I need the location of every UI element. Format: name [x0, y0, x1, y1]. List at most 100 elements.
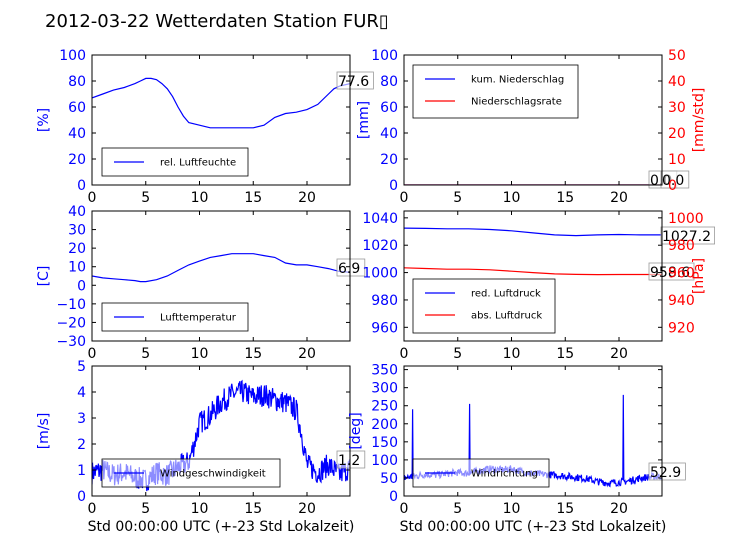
- plot-frame: [91, 210, 351, 342]
- subplot-4: red. Luftdruck abs. Luftdruck 1027.2 958.6 0…: [362, 210, 715, 362]
- x-tick-label: 15: [556, 501, 574, 517]
- y-tick-label: 960: [371, 320, 398, 336]
- y-tick-label: 1: [77, 463, 86, 479]
- value-box: [336, 71, 374, 90]
- y-tick-label: 10: [68, 260, 86, 276]
- plot-frame: [91, 54, 351, 186]
- y-axis-label: [mm]: [356, 101, 372, 139]
- legend-box: [412, 278, 556, 334]
- plot-area: [92, 77, 350, 129]
- x-tick-label: 0: [400, 346, 409, 362]
- value-label: 1.2: [338, 453, 360, 469]
- y2-tick-label: 50: [668, 48, 686, 64]
- y-tick-label: 0: [389, 489, 398, 505]
- y-tick-label: 3: [77, 411, 86, 427]
- y-tick-label: 80: [380, 74, 398, 90]
- x-tick-label: 10: [191, 501, 209, 517]
- value-box: [648, 262, 695, 281]
- legend-label: kum. Niederschlag: [471, 75, 564, 86]
- y2-tick-label: 20: [668, 126, 686, 142]
- x-tick-label: 0: [88, 190, 97, 206]
- value-box: [336, 450, 366, 469]
- y-tick-label: 20: [68, 152, 86, 168]
- value-box: [660, 226, 715, 245]
- series-line-1: [404, 227, 662, 237]
- subplot-2: kum. NiederschlagNiederschlagsrate0.00.0…: [356, 48, 707, 206]
- value-label: 52.9: [650, 465, 681, 481]
- y-tick-label: 60: [68, 100, 86, 116]
- series-line-1: [92, 253, 350, 283]
- legend: Windrichtung: [412, 458, 550, 488]
- legend: Lufttemperatur: [101, 302, 249, 332]
- y-tick-label: 300: [371, 381, 398, 397]
- legend: kum. Niederschlag Niederschlagsrate: [412, 64, 579, 119]
- subplot-6: Windrichtung 52.90 5 10 15 200501001502002503…: [348, 363, 686, 535]
- x-tick-label: 10: [503, 346, 521, 362]
- y-tick-label: 50: [380, 471, 398, 487]
- value-label: 6.9: [338, 261, 360, 277]
- x-tick-label: 15: [556, 190, 574, 206]
- y-tick-label: 20: [68, 241, 86, 257]
- y-tick-label: 60: [380, 100, 398, 116]
- x-tick-label: 5: [453, 346, 462, 362]
- x-tick-label: 10: [503, 190, 521, 206]
- y-tick-label: 20: [380, 152, 398, 168]
- legend-box: [412, 64, 579, 119]
- subplot-1: rel. Luftfeuchte 77.6 0 5 10 15 20 0 20 40 60 80 100…: [36, 48, 374, 206]
- y2-tick-label: 40: [668, 74, 686, 90]
- series-line-2: [404, 267, 662, 276]
- x-tick-label: 20: [298, 501, 316, 517]
- y-tick-label: 80: [68, 74, 86, 90]
- x-tick-label: 20: [298, 346, 316, 362]
- legend: rel. Luftfeuchte: [101, 147, 249, 177]
- plot-area: [92, 253, 350, 283]
- x-tick-label: 10: [191, 346, 209, 362]
- plot-frame: [403, 54, 663, 186]
- y2-tick-label: 1000: [668, 211, 704, 227]
- x-tick-label: 0: [400, 190, 409, 206]
- y-tick-label: 100: [59, 48, 86, 64]
- y-tick-label: 1000: [362, 266, 398, 282]
- plot-frame: [403, 210, 663, 342]
- y-tick-label: 1020: [362, 238, 398, 254]
- y-tick-label: 980: [371, 293, 398, 309]
- y2-tick-label: 30: [668, 100, 686, 116]
- y-tick-label: 250: [371, 399, 398, 415]
- y-tick-label: 0: [389, 178, 398, 194]
- y-tick-label: 200: [371, 417, 398, 433]
- y-tick-label: 100: [371, 453, 398, 469]
- y-tick-label: 4: [77, 385, 86, 401]
- y2-tick-label: 940: [668, 293, 695, 309]
- value-label: 0.0: [662, 173, 684, 189]
- x-tick-label: 0: [400, 501, 409, 517]
- plot-frame: [403, 365, 663, 497]
- legend-label: Windrichtung: [471, 469, 538, 480]
- x-tick-label: 5: [453, 501, 462, 517]
- y-axis-label: [m/s]: [36, 413, 52, 450]
- y-tick-label: 30: [68, 223, 86, 239]
- y-tick-label: 0: [77, 278, 86, 294]
- y-tick-label: 40: [68, 204, 86, 220]
- y2-tick-label: 920: [668, 320, 695, 336]
- plot-frame: [91, 365, 351, 497]
- value-label: 1027.2: [662, 229, 711, 245]
- x-tick-label: 20: [610, 501, 628, 517]
- y-tick-label: 40: [380, 126, 398, 142]
- subplot-5: Windgeschwindigkeit 1.2 0 5 10 15 20 0 1 2 3 4 5 [m/s…: [36, 359, 366, 535]
- y-tick-label: −30: [56, 334, 86, 350]
- x-axis-label: Std 00:00:00 UTC (+-23 Std Lokalzeit): [400, 519, 667, 535]
- y-tick-label: 40: [68, 126, 86, 142]
- plot-area: [404, 227, 662, 276]
- y2-tick-label: 980: [668, 238, 695, 254]
- x-tick-label: 20: [610, 346, 628, 362]
- legend: red. Luftdruck abs. Luftdruck: [412, 278, 556, 334]
- y2-axis-label: [mm/std]: [691, 88, 707, 153]
- value-label: 958.6: [650, 265, 690, 281]
- x-tick-label: 15: [244, 501, 262, 517]
- y-tick-label: −20: [56, 315, 86, 331]
- y-tick-label: 1040: [362, 211, 398, 227]
- y-axis-label: [%]: [36, 108, 52, 132]
- y-tick-label: 0: [77, 489, 86, 505]
